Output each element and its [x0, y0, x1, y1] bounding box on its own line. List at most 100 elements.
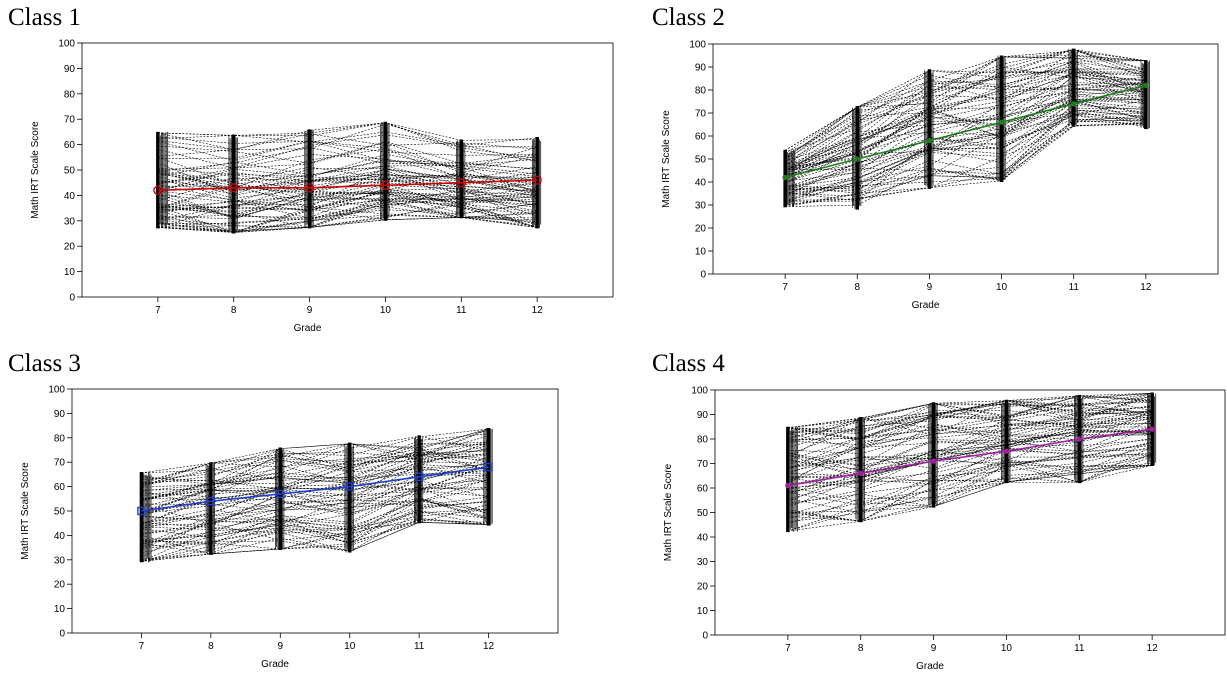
individual-trajectory-line — [785, 117, 1146, 208]
individual-trajectory-line — [787, 442, 1153, 506]
x-axis-label: Grade — [912, 300, 940, 311]
chart-title: Class 4 — [652, 350, 725, 377]
y-tick-label: 90 — [64, 64, 76, 75]
individual-trajectory-line — [785, 95, 1146, 184]
individual-trajectory-line — [787, 445, 1153, 503]
individual-trajectory-line — [784, 55, 1146, 151]
individual-trajectory-line — [787, 402, 1153, 441]
individual-trajectory-line — [785, 68, 1146, 172]
x-axis-label: Grade — [916, 661, 944, 672]
mean-trajectory-line — [787, 428, 1153, 487]
y-tick-label: 50 — [697, 508, 709, 519]
individual-trajectory-line — [141, 496, 489, 545]
y-tick-label: 70 — [54, 458, 66, 469]
individual-trajectory-line — [787, 464, 1153, 522]
individual-trajectory-line — [787, 455, 1153, 525]
individual-trajectory-line — [157, 168, 538, 187]
mean-point — [1149, 426, 1155, 432]
individual-trajectory-line — [787, 423, 1153, 472]
individual-trajectory-line — [787, 431, 1153, 489]
individual-trajectories — [784, 49, 1146, 208]
individual-trajectory-line — [157, 189, 538, 220]
individual-trajectory-line — [787, 428, 1153, 468]
individual-trajectory-line — [785, 75, 1146, 183]
mean-point — [345, 482, 354, 491]
individual-trajectory-line — [141, 476, 489, 514]
individual-trajectory-line — [787, 395, 1153, 445]
individual-trajectory-line — [787, 395, 1153, 429]
y-tick-label: 20 — [54, 580, 66, 591]
y-tick-label: 90 — [54, 409, 66, 420]
y-tick-label: 90 — [697, 410, 709, 421]
individual-trajectory-line — [785, 72, 1146, 167]
individual-trajectory-line — [787, 432, 1153, 471]
individual-trajectory-line — [787, 403, 1153, 433]
individual-trajectory-line — [141, 464, 489, 512]
individual-trajectory-line — [157, 178, 538, 199]
individual-trajectory-line — [141, 443, 489, 487]
individual-trajectory-line — [157, 201, 538, 228]
individual-trajectory-line — [785, 76, 1146, 179]
chart-title: Class 2 — [652, 4, 725, 31]
individual-trajectory-line — [157, 194, 538, 233]
individual-trajectory-line — [141, 463, 489, 497]
x-tick-label: 10 — [996, 282, 1008, 293]
individual-trajectory-line — [785, 114, 1146, 201]
individual-trajectory-line — [785, 123, 1146, 201]
individual-trajectory-line — [787, 446, 1153, 532]
individual-trajectory-line — [157, 123, 538, 162]
mean-point — [1143, 82, 1149, 89]
mean-trajectory-line — [784, 84, 1147, 179]
individual-trajectory-line — [785, 88, 1146, 189]
individual-trajectory-line — [787, 464, 1153, 532]
x-tick-label: 7 — [139, 641, 145, 652]
y-tick-label: 80 — [54, 433, 66, 444]
individual-trajectory-line — [157, 148, 538, 191]
y-tick-label: 40 — [54, 531, 66, 542]
individual-trajectory-line — [157, 122, 538, 161]
individual-trajectory-line — [787, 410, 1153, 466]
y-tick-label: 80 — [697, 435, 709, 446]
mean-point — [206, 497, 216, 506]
individual-trajectory-line — [157, 165, 538, 191]
individual-trajectory-line — [787, 400, 1153, 429]
individual-trajectory-line — [787, 403, 1153, 440]
individual-trajectory-line — [141, 499, 489, 562]
individual-trajectory-line — [787, 409, 1153, 439]
mean-point — [930, 458, 937, 464]
individual-trajectory-line — [785, 98, 1146, 192]
mean-point — [998, 119, 1005, 125]
individual-trajectory-line — [784, 61, 1146, 157]
individual-trajectory-line — [157, 184, 538, 217]
y-tick-label: 70 — [695, 109, 707, 120]
individual-trajectory-line — [141, 490, 489, 545]
individual-trajectory-line — [787, 395, 1153, 435]
x-tick-label: 12 — [532, 305, 544, 316]
individual-trajectory-line — [785, 60, 1146, 171]
individual-trajectory-line — [785, 99, 1146, 189]
y-tick-label: 40 — [695, 178, 707, 189]
x-tick-label: 8 — [855, 282, 861, 293]
individual-trajectory-line — [141, 497, 489, 541]
individual-trajectory-line — [157, 131, 538, 146]
individual-trajectory-line — [141, 448, 489, 488]
y-tick-label: 0 — [69, 293, 75, 304]
individual-trajectory-line — [787, 392, 1153, 433]
individual-trajectory-line — [141, 462, 489, 527]
y-axis-label: Math IRT Scale Score — [30, 121, 41, 219]
individual-trajectory-line — [157, 188, 538, 225]
individual-trajectory-line — [785, 71, 1146, 162]
y-tick-label: 60 — [697, 484, 709, 495]
individual-trajectories — [787, 392, 1153, 532]
individual-trajectory-line — [787, 414, 1153, 468]
individual-trajectory-line — [785, 62, 1146, 171]
individual-trajectory-line — [157, 134, 538, 170]
individual-trajectory-line — [787, 395, 1153, 435]
x-tick-label: 9 — [307, 305, 313, 316]
individual-trajectory-line — [785, 119, 1146, 208]
individual-trajectory-line — [157, 141, 538, 174]
mean-point — [153, 185, 163, 196]
chart-title: Class 1 — [8, 4, 81, 31]
individual-trajectory-line — [157, 141, 538, 164]
individual-trajectory-line — [785, 81, 1146, 171]
